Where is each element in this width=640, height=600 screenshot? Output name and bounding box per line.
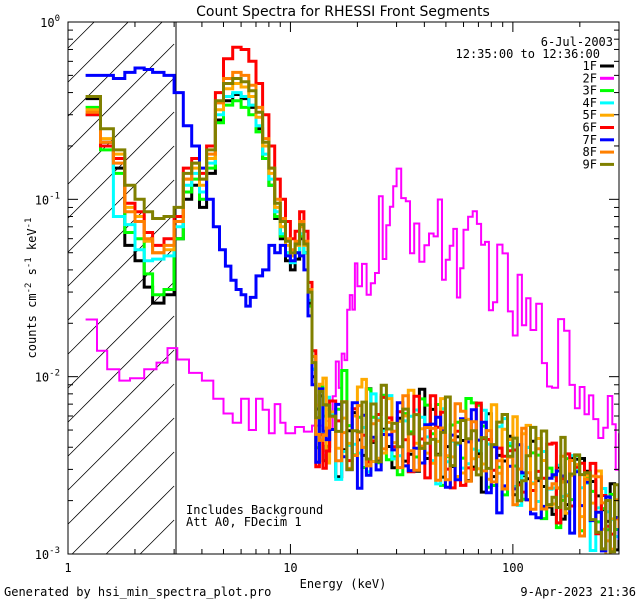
x-tick-labels: 1 10 100 — [64, 561, 523, 575]
chart-title: Count Spectra for RHESSI Front Segments — [196, 4, 490, 20]
legend-label: 8F — [583, 145, 597, 159]
x-tick-label: 100 — [502, 561, 524, 575]
footer-timestamp: 9-Apr-2023 21:36 — [520, 585, 636, 599]
time-range: 12:35:00 to 12:36:00 — [456, 47, 601, 61]
hatch-line — [67, 315, 175, 423]
observation-date: 6-Jul-2003 — [541, 35, 613, 49]
x-axis-label: Energy (keV) — [300, 577, 387, 591]
series-9F-line — [85, 77, 619, 554]
x-tick-label: 1 — [64, 561, 71, 575]
y-tick-label: 10-1 — [35, 191, 60, 207]
legend-label: 5F — [583, 108, 597, 122]
legend-label: 7F — [583, 133, 597, 147]
hatch-line — [67, 247, 175, 355]
hatch-line — [67, 111, 175, 219]
hatch-line — [67, 43, 175, 151]
y-tick-label: 10-3 — [35, 546, 60, 562]
y-tick-label: 100 — [40, 14, 60, 30]
legend-label: 2F — [583, 71, 597, 85]
series-2F-line — [85, 167, 619, 471]
hatch-line — [67, 213, 175, 321]
hatch-line — [67, 179, 175, 287]
hatch-line — [67, 21, 95, 49]
hatch-line — [67, 145, 175, 253]
footer-generator: Generated by hsi_min_spectra_plot.pro — [4, 585, 271, 599]
x-tick-label: 10 — [283, 561, 297, 575]
hatch-line — [67, 417, 175, 525]
legend-label: 4F — [583, 96, 597, 110]
hatch-line — [67, 281, 175, 389]
hatched-region — [67, 21, 175, 555]
plot-frame — [67, 21, 620, 555]
annotation-text: Includes Background — [186, 503, 323, 517]
legend-label: 9F — [583, 157, 597, 171]
hatch-line — [71, 451, 175, 555]
axis-ticks — [67, 21, 620, 555]
y-axis-label: counts cm-2 s-1 keV-1 — [24, 218, 39, 359]
legend-label: 1F — [583, 59, 597, 73]
hatch-line — [67, 383, 175, 491]
hatch-line — [67, 349, 175, 457]
series-1F-line — [85, 93, 619, 552]
y-tick-label: 10-2 — [35, 369, 60, 385]
hatch-line — [139, 519, 175, 555]
y-tick-labels: 10-3 10-2 10-1 100 — [35, 14, 60, 562]
series-layer — [85, 45, 619, 554]
hatch-line — [105, 485, 175, 555]
legend-label: 3F — [583, 84, 597, 98]
hatch-line — [67, 21, 129, 83]
legend-label: 6F — [583, 121, 597, 135]
annotation-text: Att A0, FDecim 1 — [186, 515, 302, 529]
hatch-line — [67, 77, 175, 185]
hatch-line — [67, 21, 163, 117]
